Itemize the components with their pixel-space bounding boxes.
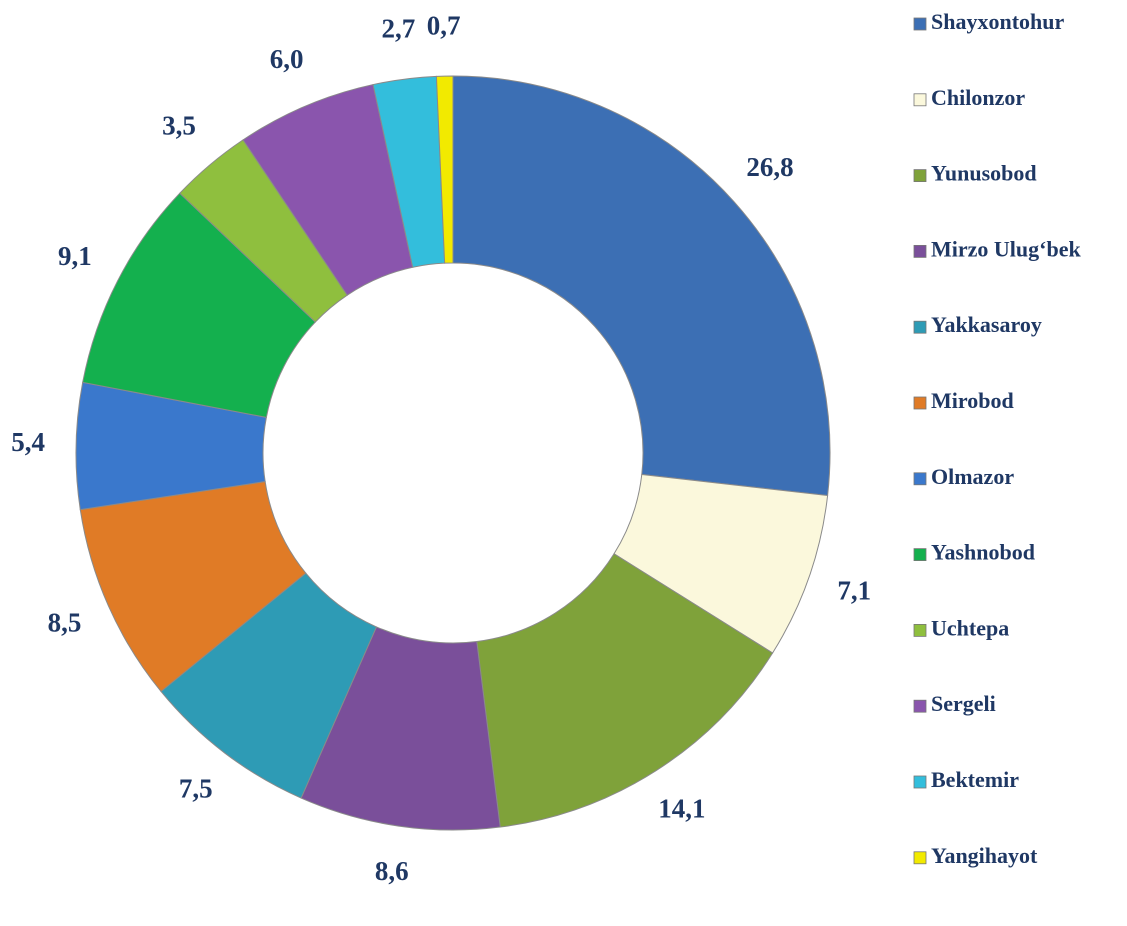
value-label: 14,1 <box>658 793 705 823</box>
legend-marker <box>913 472 927 486</box>
legend-marker <box>913 93 927 107</box>
legend-label: Yunusobod <box>931 161 1037 186</box>
legend-label: Sergeli <box>931 691 996 716</box>
legend-marker <box>913 17 927 31</box>
legend-marker <box>913 396 927 410</box>
legend-label: Mirzo Ulug‘bek <box>931 236 1081 261</box>
legend-marker <box>913 775 927 789</box>
legend-label: Mirobod <box>931 388 1014 413</box>
slice <box>476 553 774 828</box>
legend-label: Shayxontohur <box>931 9 1065 34</box>
slice <box>452 75 831 497</box>
value-label: 5,4 <box>11 427 45 457</box>
legend-label: Yangihayot <box>931 843 1038 868</box>
value-label: 2,7 <box>382 14 416 44</box>
legend-marker <box>913 169 927 183</box>
slice <box>435 75 454 264</box>
value-label: 8,5 <box>48 608 82 638</box>
legend-label: Olmazor <box>931 464 1014 489</box>
value-label: 6,0 <box>270 44 304 74</box>
value-label: 0,7 <box>427 10 461 40</box>
legend-marker <box>913 624 927 637</box>
legend-marker <box>913 244 927 258</box>
value-label: 26,8 <box>746 152 793 182</box>
legend-marker <box>913 320 927 334</box>
value-label: 3,5 <box>162 110 196 140</box>
value-label: 9,1 <box>58 241 92 271</box>
legend-label: Yakkasaroy <box>931 312 1042 337</box>
value-label: 7,5 <box>179 773 213 803</box>
legend-label: Yashnobod <box>931 540 1035 565</box>
legend-marker <box>913 851 927 865</box>
legend-label: Uchtepa <box>931 615 1009 640</box>
legend-marker <box>913 548 927 561</box>
legend-label: Chilonzor <box>931 85 1025 110</box>
legend-label: Bektemir <box>931 767 1019 792</box>
value-label: 7,1 <box>837 575 871 605</box>
legend-marker <box>913 699 927 713</box>
value-label: 8,6 <box>375 856 409 886</box>
